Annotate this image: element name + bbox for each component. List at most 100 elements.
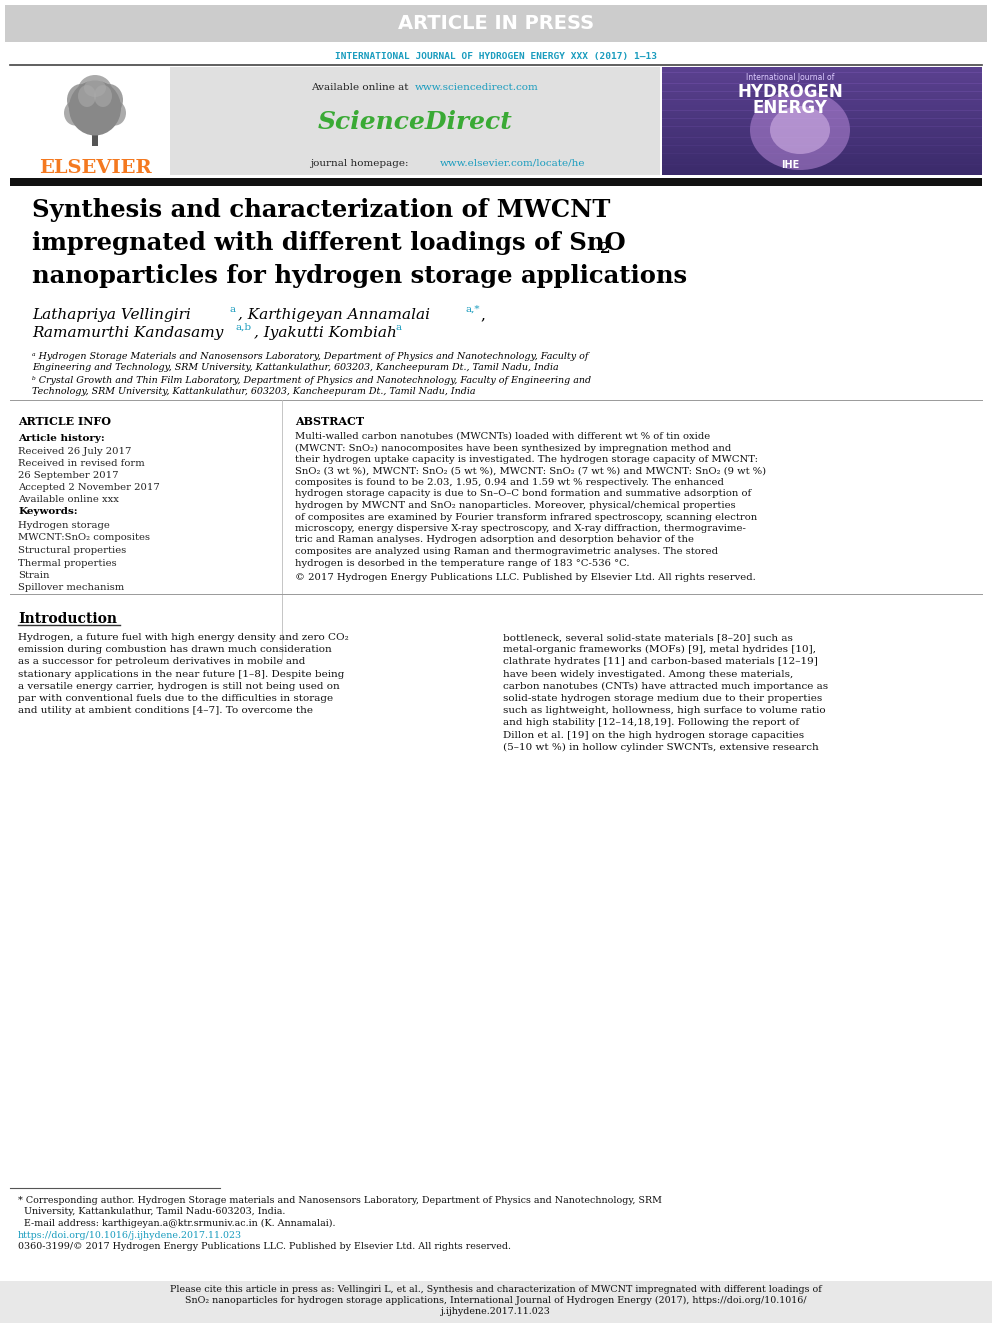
Text: International Journal of: International Journal of — [746, 74, 834, 82]
Text: © 2017 Hydrogen Energy Publications LLC. Published by Elsevier Ltd. All rights r: © 2017 Hydrogen Energy Publications LLC.… — [295, 573, 756, 582]
Text: a versatile energy carrier, hydrogen is still not being used on: a versatile energy carrier, hydrogen is … — [18, 681, 339, 691]
Text: 0360-3199/© 2017 Hydrogen Energy Publications LLC. Published by Elsevier Ltd. Al: 0360-3199/© 2017 Hydrogen Energy Publica… — [18, 1242, 511, 1252]
Text: Received in revised form: Received in revised form — [18, 459, 145, 468]
Ellipse shape — [78, 75, 112, 105]
Text: https://doi.org/10.1016/j.ijhydene.2017.11.023: https://doi.org/10.1016/j.ijhydene.2017.… — [18, 1230, 242, 1240]
Text: University, Kattankulathur, Tamil Nadu-603203, India.: University, Kattankulathur, Tamil Nadu-6… — [18, 1208, 286, 1217]
Text: Strain: Strain — [18, 572, 50, 579]
Text: such as lightweight, hollowness, high surface to volume ratio: such as lightweight, hollowness, high su… — [503, 706, 825, 716]
Bar — [662, 89, 982, 91]
Ellipse shape — [67, 83, 95, 116]
Bar — [92, 120, 98, 146]
Text: Structural properties: Structural properties — [18, 546, 126, 556]
Ellipse shape — [104, 101, 126, 126]
Bar — [662, 153, 982, 156]
Text: composites is found to be 2.03, 1.95, 0.94 and 1.59 wt % respectively. The enhan: composites is found to be 2.03, 1.95, 0.… — [295, 478, 724, 487]
Text: have been widely investigated. Among these materials,: have been widely investigated. Among the… — [503, 669, 794, 679]
Text: clathrate hydrates [11] and carbon-based materials [12–19]: clathrate hydrates [11] and carbon-based… — [503, 658, 817, 667]
Text: Spillover mechanism: Spillover mechanism — [18, 583, 124, 593]
Bar — [662, 86, 982, 89]
Text: and utility at ambient conditions [4–7]. To overcome the: and utility at ambient conditions [4–7].… — [18, 706, 313, 716]
Ellipse shape — [770, 106, 830, 153]
Text: a,b: a,b — [235, 323, 251, 332]
Bar — [662, 110, 982, 114]
Text: carbon nanotubes (CNTs) have attracted much importance as: carbon nanotubes (CNTs) have attracted m… — [503, 681, 828, 691]
Bar — [662, 172, 982, 176]
Text: Multi-walled carbon nanotubes (MWCNTs) loaded with different wt % of tin oxide: Multi-walled carbon nanotubes (MWCNTs) l… — [295, 433, 710, 441]
Text: composites are analyzed using Raman and thermogravimetric analyses. The stored: composites are analyzed using Raman and … — [295, 546, 718, 556]
Text: microscopy, energy dispersive X-ray spectroscopy, and X-ray diffraction, thermog: microscopy, energy dispersive X-ray spec… — [295, 524, 746, 533]
Ellipse shape — [64, 101, 86, 126]
Ellipse shape — [84, 79, 106, 97]
Text: par with conventional fuels due to the difficulties in storage: par with conventional fuels due to the d… — [18, 695, 333, 703]
Text: 26 September 2017: 26 September 2017 — [18, 471, 118, 480]
Text: hydrogen by MWCNT and SnO₂ nanoparticles. Moreover, physical/chemical properties: hydrogen by MWCNT and SnO₂ nanoparticles… — [295, 501, 736, 509]
Bar — [5, 5, 987, 42]
Bar — [662, 161, 982, 164]
Text: ARTICLE INFO: ARTICLE INFO — [18, 415, 111, 427]
Text: Technology, SRM University, Kattankulathur, 603203, Kancheepuram Dt., Tamil Nadu: Technology, SRM University, Kattankulath… — [32, 388, 475, 396]
Text: a: a — [230, 304, 236, 314]
Text: Hydrogen storage: Hydrogen storage — [18, 521, 110, 531]
Bar — [662, 143, 982, 146]
Text: (MWCNT: SnO₂) nanocomposites have been synthesized by impregnation method and: (MWCNT: SnO₂) nanocomposites have been s… — [295, 443, 731, 452]
Text: j.ijhydene.2017.11.023: j.ijhydene.2017.11.023 — [441, 1307, 551, 1316]
Text: Dillon et al. [19] on the high hydrogen storage capacities: Dillon et al. [19] on the high hydrogen … — [503, 730, 805, 740]
Text: (5–10 wt %) in hollow cylinder SWCNTs, extensive research: (5–10 wt %) in hollow cylinder SWCNTs, e… — [503, 742, 818, 751]
Text: SnO₂ (3 wt %), MWCNT: SnO₂ (5 wt %), MWCNT: SnO₂ (7 wt %) and MWCNT: SnO₂ (9 wt : SnO₂ (3 wt %), MWCNT: SnO₂ (5 wt %), MWC… — [295, 467, 766, 475]
Text: journal homepage:: journal homepage: — [310, 159, 412, 168]
Text: Lathapriya Vellingiri: Lathapriya Vellingiri — [32, 308, 190, 321]
Text: emission during combustion has drawn much consideration: emission during combustion has drawn muc… — [18, 646, 331, 654]
Text: metal-organic frameworks (MOFs) [9], metal hydrides [10],: metal-organic frameworks (MOFs) [9], met… — [503, 646, 816, 655]
Bar — [10, 179, 982, 187]
Bar — [662, 94, 982, 97]
Text: bottleneck, several solid-state materials [8–20] such as: bottleneck, several solid-state material… — [503, 632, 793, 642]
Text: of composites are examined by Fourier transform infrared spectroscopy, scanning : of composites are examined by Fourier tr… — [295, 512, 757, 521]
Text: hydrogen is desorbed in the temperature range of 183 °C-536 °C.: hydrogen is desorbed in the temperature … — [295, 558, 630, 568]
Text: SnO₂ nanoparticles for hydrogen storage applications, International Journal of H: SnO₂ nanoparticles for hydrogen storage … — [186, 1297, 806, 1304]
Text: ,: , — [480, 308, 485, 321]
Text: www.sciencedirect.com: www.sciencedirect.com — [415, 83, 539, 93]
Bar — [170, 67, 660, 175]
Bar — [662, 70, 982, 73]
Bar — [662, 127, 982, 130]
Text: Please cite this article in press as: Vellingiri L, et al., Synthesis and charac: Please cite this article in press as: Ve… — [170, 1285, 822, 1294]
Text: stationary applications in the near future [1–8]. Despite being: stationary applications in the near futu… — [18, 669, 344, 679]
Ellipse shape — [69, 81, 121, 135]
Bar — [662, 151, 982, 153]
Bar — [662, 164, 982, 167]
Text: their hydrogen uptake capacity is investigated. The hydrogen storage capacity of: their hydrogen uptake capacity is invest… — [295, 455, 758, 464]
Bar — [662, 140, 982, 143]
Bar — [662, 138, 982, 140]
Bar — [662, 75, 982, 78]
Text: * Corresponding author. Hydrogen Storage materials and Nanosensors Laboratory, D: * Corresponding author. Hydrogen Storage… — [18, 1196, 662, 1205]
Text: INTERNATIONAL JOURNAL OF HYDROGEN ENERGY XXX (2017) 1–13: INTERNATIONAL JOURNAL OF HYDROGEN ENERGY… — [335, 52, 657, 61]
Text: Introduction: Introduction — [18, 613, 117, 626]
Text: Available online at: Available online at — [311, 83, 412, 93]
Text: ᵇ Crystal Growth and Thin Film Laboratory, Department of Physics and Nanotechnol: ᵇ Crystal Growth and Thin Film Laborator… — [32, 376, 591, 385]
Bar — [662, 105, 982, 107]
Text: Received 26 July 2017: Received 26 July 2017 — [18, 447, 131, 456]
Text: nanoparticles for hydrogen storage applications: nanoparticles for hydrogen storage appli… — [32, 265, 687, 288]
Text: Article history:: Article history: — [18, 434, 105, 443]
Text: ENERGY: ENERGY — [753, 99, 827, 116]
Text: ScienceDirect: ScienceDirect — [317, 110, 513, 134]
Ellipse shape — [78, 85, 96, 107]
Text: a,*: a,* — [466, 304, 480, 314]
Text: as a successor for petroleum derivatives in mobile and: as a successor for petroleum derivatives… — [18, 658, 306, 667]
Ellipse shape — [94, 85, 112, 107]
Text: E-mail address: karthigeyan.a@ktr.srmuniv.ac.in (K. Annamalai).: E-mail address: karthigeyan.a@ktr.srmuni… — [18, 1218, 335, 1228]
Text: hydrogen storage capacity is due to Sn–O–C bond formation and summative adsorpti: hydrogen storage capacity is due to Sn–O… — [295, 490, 751, 499]
Bar — [662, 73, 982, 75]
Text: IHE: IHE — [781, 160, 800, 169]
Text: Available online xxx: Available online xxx — [18, 495, 119, 504]
Bar — [662, 120, 982, 124]
Text: ARTICLE IN PRESS: ARTICLE IN PRESS — [398, 15, 594, 33]
Text: ELSEVIER: ELSEVIER — [39, 159, 152, 177]
Text: Engineering and Technology, SRM University, Kattankulathur, 603203, Kancheepuram: Engineering and Technology, SRM Universi… — [32, 363, 558, 372]
Text: Hydrogen, a future fuel with high energy density and zero CO₂: Hydrogen, a future fuel with high energy… — [18, 632, 349, 642]
Bar — [662, 169, 982, 172]
Text: and high stability [12–14,18,19]. Following the report of: and high stability [12–14,18,19]. Follow… — [503, 718, 800, 728]
Bar — [662, 91, 982, 94]
Text: tric and Raman analyses. Hydrogen adsorption and desorption behavior of the: tric and Raman analyses. Hydrogen adsorp… — [295, 536, 694, 545]
